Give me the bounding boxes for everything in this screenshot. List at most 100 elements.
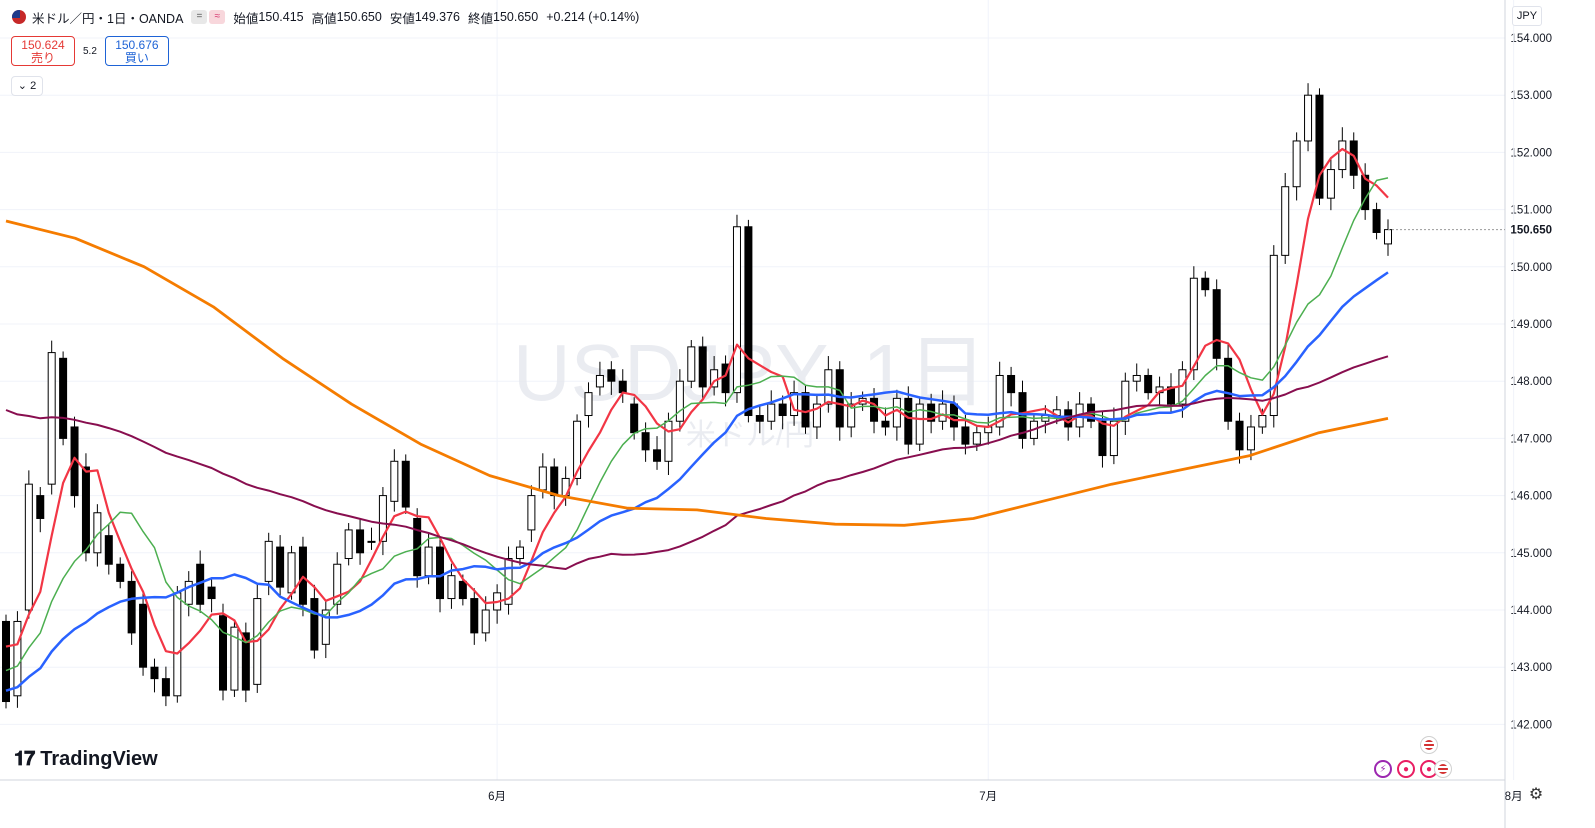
candle-body <box>81 466 90 554</box>
candle-body <box>1189 277 1198 371</box>
candle-body <box>664 420 673 462</box>
candle-body <box>641 432 650 451</box>
candle-body <box>550 466 559 497</box>
indicators-collapse-button[interactable]: ⌄ 2 <box>11 76 43 96</box>
candle-body <box>1201 277 1210 291</box>
candle-body <box>264 540 273 582</box>
candle-body <box>184 580 193 605</box>
candle-body <box>1281 186 1290 256</box>
candle-body <box>24 483 33 611</box>
candle-body <box>150 666 159 680</box>
candle-body <box>436 546 445 600</box>
ma5-line <box>5 147 1389 655</box>
minus-icon[interactable]: = <box>191 10 208 24</box>
y-tick-label: 149.000 <box>1510 319 1552 331</box>
close-label: 終値 <box>468 11 494 26</box>
x-tick-label: 7月 <box>979 791 997 803</box>
candle-body <box>995 374 1004 428</box>
candle-body <box>1338 140 1347 171</box>
gear-icon[interactable]: ⚙ <box>1528 786 1544 803</box>
brand-name: TradingView <box>40 748 158 770</box>
candle-body <box>915 403 924 445</box>
candle-body <box>173 592 182 697</box>
candle-body <box>938 403 947 422</box>
candle-body <box>298 546 307 605</box>
candle-body <box>1258 415 1267 428</box>
low-label: 安値 <box>389 11 415 26</box>
tradingview-logo-icon: 𝟏𝟕 <box>14 748 35 770</box>
candle-body <box>1235 420 1244 451</box>
buy-label: 買い <box>124 51 149 65</box>
buy-button[interactable]: 150.676 買い <box>104 36 169 66</box>
candle-body <box>413 517 422 577</box>
sell-label: 売り <box>30 51 55 65</box>
currency-button[interactable]: JPY <box>1512 6 1542 26</box>
flash-event-icon[interactable]: ⚡ <box>1374 760 1392 778</box>
candle-body <box>127 580 136 634</box>
last-price-label: 150.650 <box>1510 225 1552 237</box>
candle-body <box>767 403 776 422</box>
candle-body <box>458 580 467 600</box>
candle-body <box>835 369 844 428</box>
candle-body <box>1292 140 1301 188</box>
candle-body <box>390 460 399 502</box>
candle-body <box>310 598 319 651</box>
chart-header: 米ドル／円・1日・OANDA = ≈ 始値 150.415 高値 150.650… <box>12 6 647 28</box>
candle-body <box>584 392 593 417</box>
candle-body <box>573 420 582 479</box>
candle-body <box>1166 386 1175 405</box>
candle-body <box>527 495 536 531</box>
candle-body <box>481 609 490 634</box>
candle-body <box>116 563 125 582</box>
candle-body <box>378 495 387 542</box>
candle-body <box>447 575 456 600</box>
candle-body <box>1315 94 1324 199</box>
open-label: 始値 <box>233 11 259 26</box>
approx-icon[interactable]: ≈ <box>209 10 226 24</box>
y-tick-label: 142.000 <box>1510 719 1552 731</box>
candle-body <box>904 397 913 445</box>
ma10-line <box>5 177 1389 672</box>
x-tick-label: 8月 <box>1505 791 1523 803</box>
y-tick-label: 152.000 <box>1510 147 1552 159</box>
candle-body <box>104 535 113 565</box>
candle-body <box>321 609 330 645</box>
low-value: 149.376 <box>414 10 461 24</box>
dot-event-icon-2[interactable]: ● <box>1420 760 1438 778</box>
sell-button[interactable]: 150.624 売り <box>11 36 75 66</box>
ma20-line <box>5 271 1389 692</box>
candle-body <box>401 460 410 508</box>
us-event-icon-2[interactable] <box>1434 760 1452 778</box>
candle-body <box>344 529 353 560</box>
candle-body <box>790 392 799 417</box>
high-value: 150.650 <box>336 10 382 24</box>
candle-body <box>333 563 342 605</box>
dot-event-icon[interactable]: ● <box>1397 760 1415 778</box>
symbol-title[interactable]: 米ドル／円・1日・OANDA <box>32 11 184 26</box>
candle-body <box>755 415 764 422</box>
open-value: 150.415 <box>258 10 304 24</box>
y-tick-label: 151.000 <box>1510 205 1552 217</box>
visibility-toggles[interactable]: = ≈ <box>191 10 226 24</box>
candle-body <box>287 552 296 594</box>
candle-body <box>1246 426 1255 451</box>
candle-body <box>1144 374 1153 394</box>
candle-body <box>276 546 285 588</box>
candle-body <box>230 626 239 691</box>
candle-body <box>801 392 810 428</box>
candle-body <box>732 226 741 394</box>
tradingview-logo[interactable]: 𝟏𝟕 TradingView <box>14 748 158 771</box>
y-tick-label: 143.000 <box>1510 662 1552 674</box>
candle-body <box>607 369 616 382</box>
candle-body <box>1121 380 1130 422</box>
ma50-line <box>5 355 1389 570</box>
y-tick-label: 150.000 <box>1510 262 1552 274</box>
us-event-icon[interactable] <box>1420 736 1438 754</box>
watermark-subtitle: 米ドル/円 <box>686 419 814 452</box>
candle-body <box>207 586 216 600</box>
chevron-down-icon: ⌄ <box>17 80 28 92</box>
y-tick-label: 145.000 <box>1510 548 1552 560</box>
candle-body <box>356 529 365 554</box>
candle-body <box>972 432 981 445</box>
